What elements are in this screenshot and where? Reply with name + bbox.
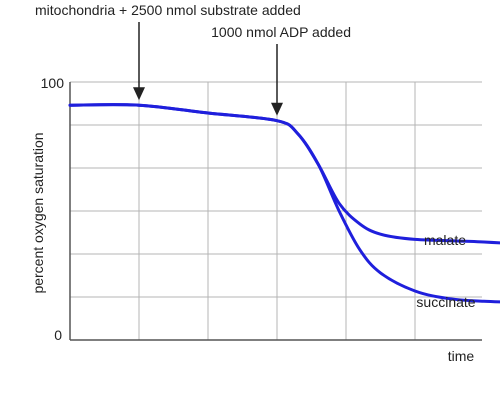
axes xyxy=(69,82,482,341)
annotation-arrow-head xyxy=(271,102,283,116)
y-tick-label-0: 0 xyxy=(54,327,62,343)
x-axis-label: time xyxy=(448,348,475,364)
series-label-succinate: succinate xyxy=(416,294,475,310)
series-line-succinate xyxy=(68,103,500,304)
y-tick-label-100: 100 xyxy=(41,75,65,91)
annotation-substrate-added: mitochondria + 2500 nmol substrate added xyxy=(35,2,301,18)
y-axis-label: percent oxygen saturation xyxy=(30,132,46,293)
annotation-adp-added: 1000 nmol ADP added xyxy=(211,24,351,40)
series-label-malate: malate xyxy=(424,232,466,248)
annotation-arrow-head xyxy=(133,87,145,101)
annotations xyxy=(133,22,283,116)
series-lines xyxy=(68,103,500,304)
